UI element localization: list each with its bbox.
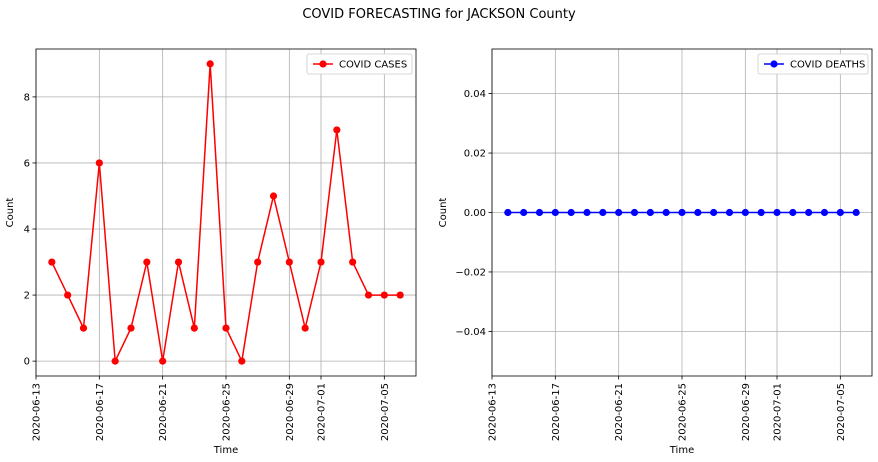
data-point: [630, 208, 639, 217]
x-tick-label: 2020-06-29: [285, 383, 296, 441]
y-tick-label: −0.04: [455, 327, 486, 338]
cases-chart: 2020-06-13 2020-06-17 2020-06-21 2020-06-25…: [5, 48, 417, 456]
data-point: [64, 291, 72, 299]
x-tick-label: 2020-06-13: [488, 383, 499, 441]
deaths-chart: 2020-06-13 2020-06-17 2020-06-21 2020-06-25…: [438, 48, 873, 456]
data-point: [269, 192, 278, 200]
legend-box: [306, 53, 413, 75]
data-point: [190, 324, 198, 332]
x-tick-label: 2020-06-21: [158, 383, 169, 441]
data-point: [95, 159, 103, 167]
x-tick-label: 2020-06-21: [614, 383, 625, 441]
data-point: [285, 258, 293, 266]
y-tick-label: 4: [24, 225, 30, 236]
y-axis-label: Count: [438, 198, 449, 228]
data-point: [615, 208, 623, 217]
data-point: [127, 324, 135, 332]
x-tick-label: 2020-06-13: [32, 383, 43, 441]
x-tick-label: 2020-07-05: [836, 383, 847, 441]
y-axis-label: Count: [5, 198, 16, 228]
x-axis-label: Time: [669, 445, 694, 456]
data-point: [254, 258, 262, 266]
data-point: [48, 258, 56, 266]
data-point: [159, 357, 167, 365]
data-point: [143, 258, 151, 266]
data-point: [333, 126, 341, 134]
data-point: [364, 291, 373, 299]
data-point: [551, 208, 559, 217]
x-tick-label: 2020-06-25: [222, 383, 233, 441]
data-point: [396, 291, 404, 299]
y-tick-label: 6: [24, 158, 30, 169]
x-tick-label: 2020-06-17: [551, 383, 562, 441]
data-point: [836, 208, 844, 217]
y-tick-label: 0: [24, 357, 30, 368]
data-point: [238, 357, 246, 365]
data-point: [79, 324, 88, 332]
data-point: [301, 324, 309, 332]
data-point: [599, 208, 607, 217]
x-tick-label: 2020-06-25: [678, 383, 689, 441]
data-point: [710, 208, 718, 217]
y-tick-label: 0.00: [464, 208, 486, 219]
data-point: [662, 208, 670, 217]
data-point: [741, 208, 749, 217]
y-tick-label: 0.04: [464, 89, 486, 100]
data-point: [111, 357, 119, 365]
data-point: [820, 208, 829, 217]
legend-label: COVID DEATHS: [790, 60, 865, 71]
data-point: [773, 208, 781, 217]
data-point: [174, 258, 183, 266]
data-point: [852, 208, 860, 217]
data-point: [317, 258, 325, 266]
legend: COVID DEATHS: [757, 53, 869, 75]
x-tick-label: 2020-07-01: [773, 383, 784, 441]
data-point: [694, 208, 702, 217]
data-point: [380, 291, 388, 299]
data-point: [583, 208, 591, 217]
legend-label: COVID CASES: [339, 60, 407, 71]
data-point: [646, 208, 654, 217]
data-point: [535, 208, 544, 217]
data-point: [349, 258, 357, 266]
data-point: [757, 208, 765, 217]
x-tick-label: 2020-07-05: [380, 383, 391, 441]
data-point: [504, 208, 512, 217]
legend: COVID CASES: [306, 53, 413, 75]
x-tick-label: 2020-06-17: [95, 383, 106, 441]
figure-title: COVID FORECASTING for JACKSON County: [302, 7, 576, 22]
x-tick-label: 2020-06-29: [741, 383, 752, 441]
data-point: [805, 208, 813, 217]
data-point: [222, 324, 230, 332]
y-tick-label: −0.02: [455, 267, 486, 278]
data-point: [206, 60, 214, 68]
legend-marker: [770, 60, 778, 68]
data-point: [567, 208, 575, 217]
legend-box: [757, 53, 869, 75]
y-tick-label: 2: [24, 291, 30, 302]
data-point: [520, 208, 528, 217]
x-axis-label: Time: [213, 445, 238, 456]
data-point: [789, 208, 797, 217]
y-tick-label: 8: [24, 92, 30, 103]
y-tick-label: 0.02: [464, 149, 486, 160]
x-tick-label: 2020-07-01: [317, 383, 328, 441]
data-point: [725, 208, 734, 217]
legend-marker: [319, 60, 327, 68]
data-point: [678, 208, 686, 217]
